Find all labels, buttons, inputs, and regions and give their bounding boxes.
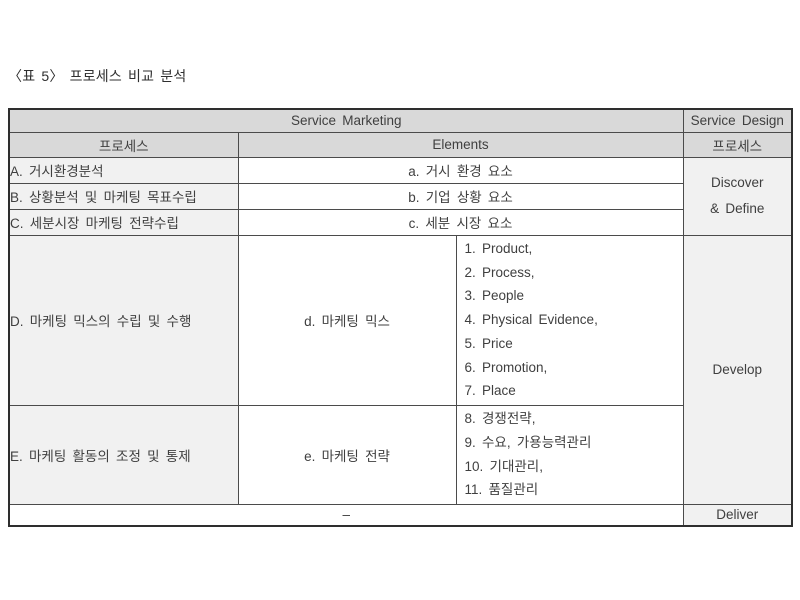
phase-discover-line1: Discover [711,175,764,190]
table-caption: 〈표 5〉 프로세스 비교 분석 [8,68,187,84]
cell-element-a: a. 거시 환경 요소 [237,156,684,184]
cell-process-b: B. 상황분석 및 마케팅 목표수립 [8,182,239,210]
cell-phase-discover-define: Discover & Define [682,156,793,236]
cell-process-d: D. 마케팅 믹스의 수립 및 수행 [8,234,239,406]
cell-subitems-d: 1. Product, 2. Process, 3. People 4. Physic… [455,234,684,406]
cell-element-b: b. 기업 상황 요소 [237,182,684,210]
table-row: – Deliver [8,503,793,527]
process-comparison-table: Service Marketing Service Design 프로세스 El… [8,108,794,527]
cell-phase-develop: Develop [682,234,793,505]
sub-item: 7. Place [464,383,516,399]
table-row: Service Marketing Service Design [8,108,793,133]
table-row: E. 마케팅 활동의 조정 및 통제 e. 마케팅 전략 8. 경쟁전략, 9. … [8,404,792,505]
cell-element-d: d. 마케팅 믹스 [237,234,457,406]
cell-process-a: A. 거시환경분석 [8,156,239,184]
table-row: C. 세분시장 마케팅 전략수립 c. 세분 시장 요소 [8,208,792,236]
sub-item: 11. 품질관리 [464,482,539,498]
cell-subitems-e: 8. 경쟁전략, 9. 수요, 가용능력관리 10. 기대관리, 11. 품질관리 [455,404,684,505]
phase-discover-line2: & Define [710,201,765,216]
sub-item: 4. Physical Evidence, [464,312,598,328]
header-process-marketing: 프로세스 [8,131,239,158]
cell-process-c: C. 세분시장 마케팅 전략수립 [8,208,239,236]
cell-element-e: e. 마케팅 전략 [237,404,457,505]
header-process-design: 프로세스 [682,131,793,158]
table-row: D. 마케팅 믹스의 수립 및 수행 d. 마케팅 믹스 1. Product,… [8,234,793,505]
header-elements: Elements [237,131,684,158]
cell-phase-deliver: Deliver [682,503,793,527]
sub-item: 3. People [464,288,525,304]
sub-item: 6. Promotion, [464,359,548,375]
header-service-design: Service Design [682,108,793,133]
cell-process-bottom-dash: – [8,503,684,527]
sub-item: 5. Price [464,335,513,351]
sub-item: 10. 기대관리, [464,458,543,474]
sub-item: 9. 수요, 가용능력관리 [464,434,592,450]
sub-item: 1. Product, [464,241,533,257]
sub-item: 2. Process, [464,264,535,280]
cell-process-e: E. 마케팅 활동의 조정 및 통제 [8,404,239,505]
cell-element-c: c. 세분 시장 요소 [237,208,684,236]
sub-item: 8. 경쟁전략, [464,411,536,427]
header-service-marketing: Service Marketing [8,108,684,133]
table-row: B. 상황분석 및 마케팅 목표수립 b. 기업 상황 요소 [8,182,792,210]
table-row: 프로세스 Elements 프로세스 [8,131,793,158]
table-row: A. 거시환경분석 a. 거시 환경 요소 Discover & Define [8,156,793,236]
